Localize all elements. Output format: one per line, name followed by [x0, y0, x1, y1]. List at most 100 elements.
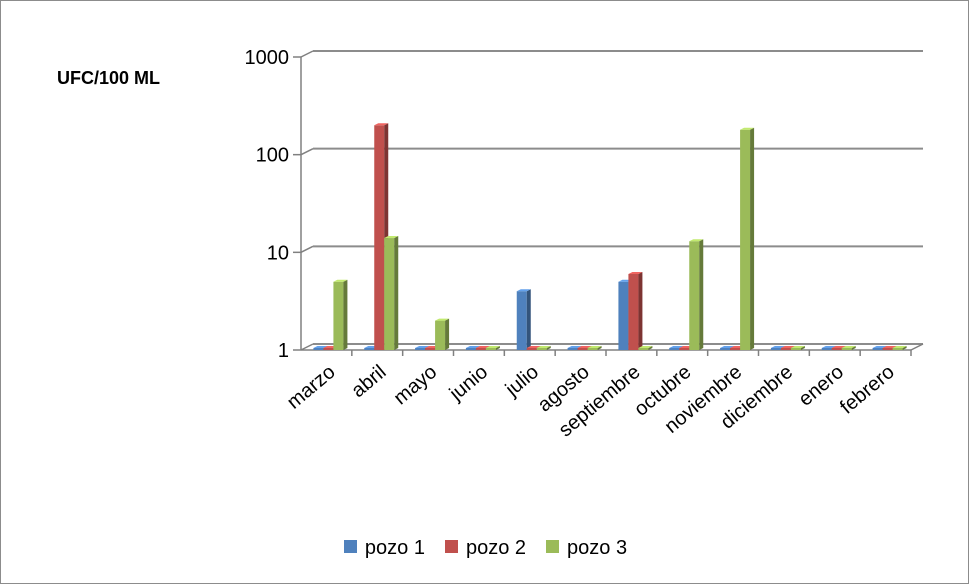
legend-label: pozo 2 [465, 537, 527, 559]
y-tick-label: 1000 [245, 47, 290, 69]
bar-top [333, 279, 348, 282]
x-tick-label: abril [347, 361, 390, 402]
bar-front [780, 348, 791, 350]
legend-label: pozo 1 [364, 537, 425, 559]
bar-side [750, 127, 755, 351]
bar-front [465, 348, 476, 350]
bar-top [475, 346, 490, 348]
bar-pozo3-abril [384, 236, 399, 350]
bar-top [516, 289, 531, 292]
bar-front [628, 274, 639, 350]
bar-side [343, 279, 348, 350]
legend-label: pozo 3 [567, 537, 628, 559]
x-tick-label: julio [501, 361, 543, 401]
bar-front [374, 125, 385, 350]
y-tick-label: 1 [278, 340, 289, 362]
bar-pozo3-marzo [333, 279, 348, 350]
bar-front [740, 129, 751, 350]
bar-top [526, 346, 541, 348]
bar-top [841, 346, 856, 348]
bar-front [679, 348, 690, 350]
bar-front [536, 348, 547, 350]
gridline-depth [300, 147, 314, 156]
bar-front [526, 348, 537, 350]
bar-pozo3-julio [536, 346, 551, 350]
bar-pozo3-febrero [892, 346, 907, 350]
legend-swatch [343, 540, 357, 554]
bar-top [821, 346, 836, 348]
bar-pozo1-julio [516, 289, 531, 350]
x-tick-label: marzo [283, 361, 340, 414]
bar-top [882, 346, 897, 348]
legend-swatch [546, 540, 560, 554]
bar-front [770, 348, 781, 350]
bar-front [689, 241, 700, 350]
bar-pozo3-noviembre [740, 127, 755, 351]
bar-front [587, 348, 598, 350]
bar-pozo3-septiembre [638, 346, 653, 350]
bar-top [465, 346, 480, 348]
bar-front [892, 348, 903, 350]
bar-top [780, 346, 795, 348]
bar-pozo3-enero [841, 346, 856, 350]
bar-top [577, 346, 592, 348]
bar-front [333, 281, 344, 350]
gridline-depth [300, 50, 314, 58]
bar-front [872, 348, 883, 350]
bar-top [587, 346, 602, 348]
bar-top [740, 127, 755, 130]
bar-front [485, 348, 496, 350]
bar-top [638, 346, 653, 348]
bar-top [313, 346, 328, 348]
bar-front [882, 348, 893, 350]
legend-swatch [444, 540, 458, 554]
bar-side [495, 346, 500, 350]
bar-pozo3-agosto [587, 346, 602, 350]
bar-front [638, 348, 649, 350]
bar-front [323, 348, 334, 350]
bar-front [415, 348, 426, 350]
gridline-depth [300, 343, 314, 351]
bar-pozo3-mayo [435, 318, 450, 350]
bar-top [892, 346, 907, 348]
x-tick-label: junio [445, 361, 492, 406]
bar-front [516, 291, 527, 350]
bar-front [669, 348, 680, 350]
bar-pozo3-junio [485, 346, 500, 350]
bar-front [475, 348, 486, 350]
bar-front [841, 348, 852, 350]
bar-front [384, 238, 395, 350]
y-axis-label: UFC/100 ML [57, 68, 161, 88]
bar-side [546, 346, 551, 350]
bar-front [618, 281, 629, 350]
floor-edge [910, 343, 924, 351]
bar-top [790, 346, 805, 348]
x-tick-label: febrero [836, 361, 899, 419]
bar-side [902, 346, 907, 350]
bar-top [374, 123, 389, 126]
bar-front [790, 348, 801, 350]
legend: pozo 1 pozo 2 pozo 3 [1, 537, 969, 560]
bar-front [831, 348, 842, 350]
legend-item: pozo 2 [444, 537, 527, 560]
y-tick-label: 100 [256, 145, 289, 167]
bar-front [435, 320, 446, 350]
bar-top [384, 236, 399, 239]
bar-top [669, 346, 684, 348]
bar-side [699, 239, 704, 350]
bar-pozo2-septiembre [628, 272, 643, 350]
bar-top [435, 318, 450, 321]
bar-top [536, 346, 551, 348]
bar-pozo3-octubre [689, 239, 704, 350]
gridline-depth [300, 245, 314, 254]
bar-front [425, 348, 436, 350]
bar-side [648, 346, 653, 350]
bar-pozo3-diciembre [790, 346, 805, 350]
bar-front [821, 348, 832, 350]
bar-side [394, 236, 399, 350]
bar-side [597, 346, 602, 350]
bar-top [689, 239, 704, 242]
bar-front [313, 348, 324, 350]
bar-top [567, 346, 582, 348]
